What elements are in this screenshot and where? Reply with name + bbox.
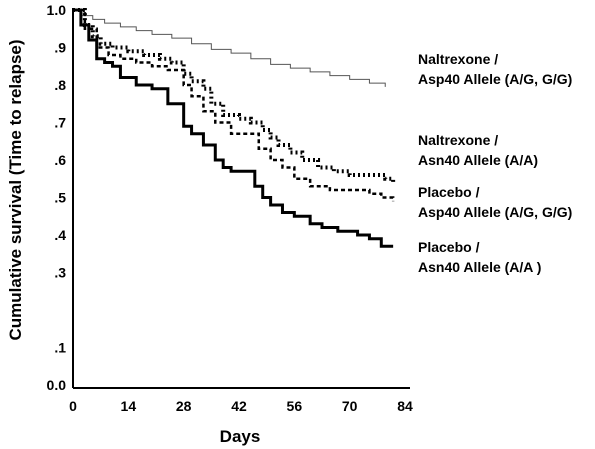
legend-label-3: Placebo / Asp40 Allele (A/G, G/G) <box>418 184 572 220</box>
x-tick-label: 42 <box>231 398 247 414</box>
x-axis-title: Days <box>220 427 261 446</box>
y-tick-label: .9 <box>54 40 66 56</box>
x-tick-label: 14 <box>121 398 137 414</box>
plot-area <box>72 8 410 389</box>
series-line-2 <box>73 8 396 183</box>
x-tick-label: 84 <box>397 398 413 414</box>
y-tick-label: .7 <box>54 115 66 131</box>
y-tick-label: .1 <box>54 340 66 356</box>
series-layer <box>73 8 396 248</box>
series-line-1 <box>73 9 386 87</box>
legend-label-2: Naltrexone / Asn40 Allele (A/A) <box>418 132 538 168</box>
legend: Naltrexone / Asp40 Allele (A/G, G/G) Naltr… <box>418 51 572 275</box>
y-tick-label: .4 <box>54 227 66 243</box>
series-line-4 <box>73 8 394 248</box>
x-axis-ticks: 0 14 28 42 56 70 84 <box>69 398 413 414</box>
y-tick-label: .8 <box>54 77 66 93</box>
y-tick-label: .6 <box>54 152 66 168</box>
y-tick-label: .5 <box>54 190 66 206</box>
x-tick-label: 56 <box>287 398 303 414</box>
x-tick-label: 0 <box>69 398 77 414</box>
legend-label-4: Placebo / Asn40 Allele (A/A ) <box>418 239 541 275</box>
y-axis-title: Cumulative survival (Time to relapse) <box>6 39 25 340</box>
legend-label-1: Naltrexone / Asp40 Allele (A/G, G/G) <box>418 51 572 87</box>
y-tick-label: .3 <box>54 265 66 281</box>
y-axis-ticks: 1.0 .9 .8 .7 .6 .5 .4 .3 .1 0.0 <box>47 2 67 393</box>
y-tick-label: 0.0 <box>47 377 67 393</box>
x-tick-label: 70 <box>342 398 358 414</box>
series-line-3 <box>73 8 395 202</box>
y-tick-label: 1.0 <box>47 2 67 18</box>
x-tick-label: 28 <box>176 398 192 414</box>
